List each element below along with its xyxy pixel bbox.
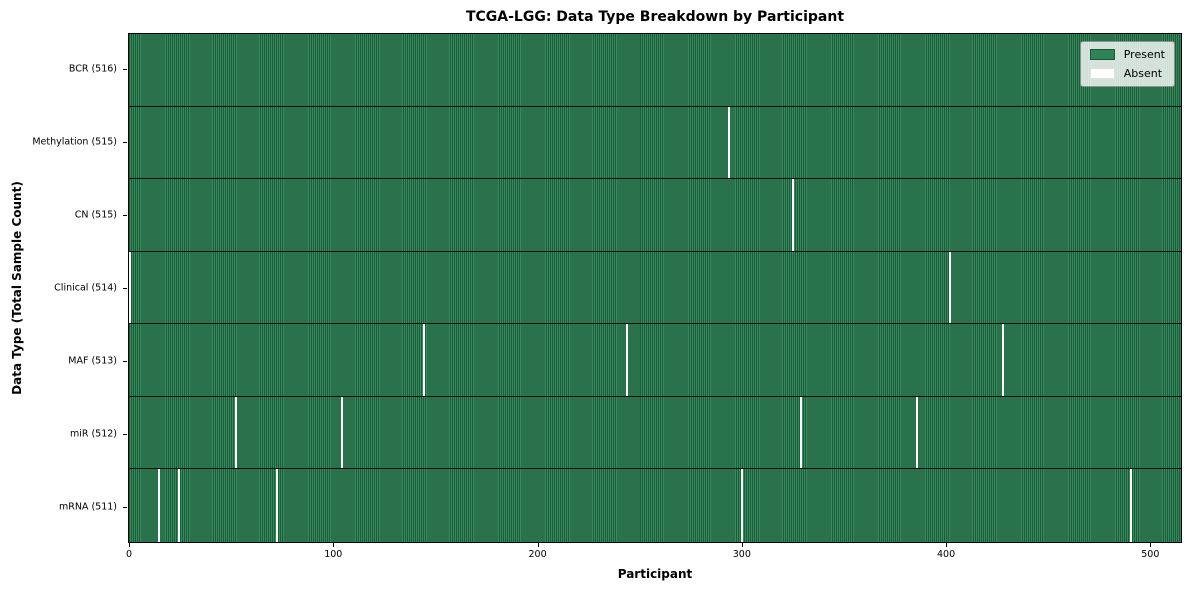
ytick-label: MAF (513) [68,355,117,367]
absent-gap [626,324,629,397]
row-separator [129,178,1181,180]
ytick-mark [123,215,127,217]
xtick-label: 100 [324,549,343,560]
ytick-label: miR (512) [69,428,117,440]
datatype-row-MAF [129,324,1181,397]
absent-gap [275,469,278,542]
legend-swatch-present [1089,49,1115,60]
absent-gap [915,396,918,470]
ytick-mark [123,288,127,289]
absent-gap [1001,324,1004,397]
datatype-row-miR [129,396,1181,470]
ytick-label: CN (515) [74,209,117,221]
xtick-label: 200 [528,549,547,560]
row-separator [129,250,1181,252]
absent-gap [157,469,160,542]
ytick-mark [123,433,127,435]
absent-gap [129,251,132,325]
datatype-row-Methylation [129,106,1181,180]
absent-gap [177,469,180,542]
absent-gap [728,106,731,180]
legend-entry-absent: Absent [1089,67,1165,80]
absent-gap [341,396,344,470]
ytick-mark [123,360,127,362]
ytick-label: BCR (516) [68,63,117,75]
absent-gap [422,324,425,397]
xtick-mark [333,543,335,547]
xtick-label: 300 [732,549,751,560]
row-separator [129,468,1181,470]
plot-area: Present Absent [128,33,1182,543]
datatype-row-Clinical [129,251,1181,325]
ytick-mark [123,69,127,71]
legend-label-absent: Absent [1123,67,1163,80]
row-separator [129,395,1181,397]
legend-entry-present: Present [1089,48,1165,61]
datatype-row-mRNA [129,469,1181,542]
legend-label-present: Present [1123,48,1165,61]
row-separator [129,323,1181,325]
xtick-mark [741,543,743,547]
absent-gap [235,396,238,470]
ytick-label: mRNA (511) [58,501,117,513]
absent-gap [791,179,794,252]
x-axis-label: Participant [617,567,693,581]
xtick-mark [946,543,948,547]
xtick-mark [537,543,539,547]
xtick-label: 0 [125,549,133,560]
legend-swatch-absent [1089,68,1115,79]
datatype-row-BCR [129,34,1181,107]
chart-title: TCGA-LGG: Data Type Breakdown by Partici… [465,9,845,25]
ytick-mark [123,142,127,144]
row-separator [129,105,1181,107]
datatype-row-CN [129,179,1181,252]
xtick-label: 500 [1141,549,1160,560]
xtick-label: 400 [936,549,956,560]
ytick-label: Clinical (514) [54,282,117,294]
absent-gap [799,396,802,470]
absent-gap [1130,469,1133,542]
y-axis: BCR (516) Methylation (515) CN (515) Clinic… [0,33,128,543]
absent-gap [948,251,951,325]
xtick-mark [129,543,131,547]
ytick-label: Methylation (515) [32,136,117,148]
ytick-mark [123,506,127,508]
xtick-mark [1150,543,1152,547]
absent-gap [740,469,743,542]
legend: Present Absent [1079,41,1175,87]
x-axis: 0 100 200 300 400 500 [125,543,1182,565]
